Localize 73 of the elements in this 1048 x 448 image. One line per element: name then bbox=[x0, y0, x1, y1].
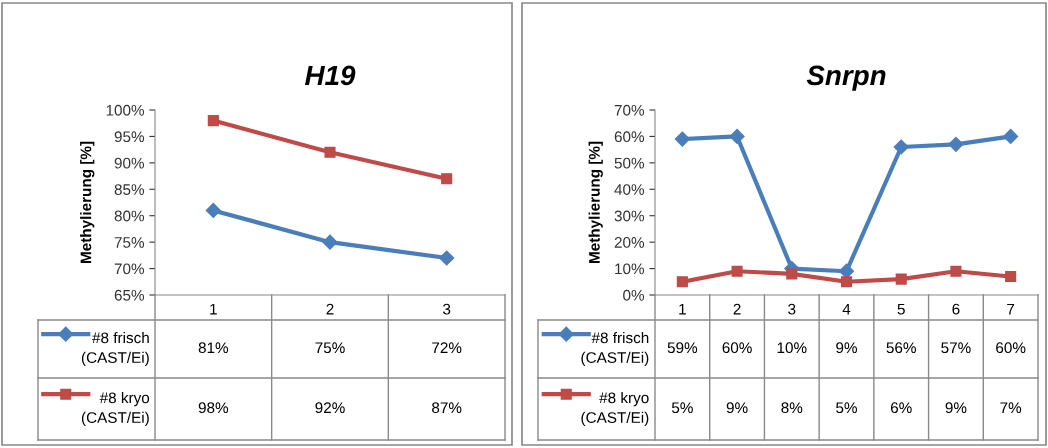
point bbox=[950, 265, 962, 277]
y-axis-title: Methylierung [%] bbox=[80, 141, 95, 264]
y-tick-label: 70% bbox=[114, 263, 145, 275]
point bbox=[948, 136, 964, 152]
x-tick-label: 1 bbox=[679, 303, 686, 315]
x-tick-label: 4 bbox=[842, 303, 851, 315]
legend-label: #8 frisch (CAST/Ei) bbox=[81, 331, 149, 366]
data-label: 8% bbox=[781, 402, 803, 414]
x-tick-label: 2 bbox=[733, 303, 741, 315]
legend-label: #8 frisch (CAST/Ei) bbox=[581, 331, 649, 366]
x-tick-label: 3 bbox=[443, 303, 451, 315]
data-label: 59% bbox=[667, 342, 698, 354]
chart-title: Snrpn bbox=[806, 65, 886, 91]
y-tick-label: 100% bbox=[106, 104, 145, 116]
y-tick-label: 50% bbox=[614, 157, 645, 169]
point bbox=[674, 131, 690, 147]
point bbox=[731, 265, 743, 277]
data-label: 9% bbox=[945, 402, 967, 414]
y-tick-label: 90% bbox=[114, 157, 145, 169]
data-label: 98% bbox=[198, 402, 229, 414]
point bbox=[1003, 128, 1019, 144]
point bbox=[324, 146, 336, 158]
y-tick-label: 10% bbox=[615, 263, 645, 275]
y-tick-label: 85% bbox=[114, 184, 145, 195]
data-label: 60% bbox=[996, 342, 1026, 354]
data-label: 10% bbox=[777, 342, 807, 354]
point bbox=[786, 268, 798, 280]
data-label: 81% bbox=[198, 342, 229, 354]
point bbox=[441, 173, 453, 185]
y-tick-label: 80% bbox=[114, 210, 145, 222]
y-axis-title: Methylierung [%] bbox=[588, 141, 603, 264]
point bbox=[322, 234, 338, 250]
point bbox=[205, 202, 221, 218]
data-label: 7% bbox=[1000, 402, 1022, 414]
point bbox=[439, 250, 455, 266]
y-tick-label: 75% bbox=[114, 237, 145, 248]
y-tick-label: 0% bbox=[623, 289, 645, 301]
legend-label: #8 kryo (CAST/Ei) bbox=[581, 391, 649, 426]
x-tick-label: 5 bbox=[897, 303, 905, 315]
y-tick-label: 70% bbox=[614, 104, 645, 116]
data-label: 9% bbox=[836, 342, 857, 354]
data-label: 75% bbox=[315, 342, 345, 354]
data-label: 9% bbox=[726, 402, 748, 414]
data-label: 87% bbox=[432, 402, 462, 414]
point bbox=[729, 128, 745, 144]
point bbox=[840, 276, 853, 288]
x-tick-label: 6 bbox=[952, 303, 960, 315]
y-tick-label: 65% bbox=[114, 289, 145, 301]
x-tick-label: 2 bbox=[326, 303, 334, 315]
point bbox=[838, 263, 855, 279]
point bbox=[676, 276, 688, 288]
x-tick-label: 3 bbox=[788, 303, 796, 315]
point bbox=[1005, 270, 1017, 283]
x-tick-label: 7 bbox=[1007, 303, 1015, 315]
data-label: 5% bbox=[671, 402, 693, 414]
chart-title: H19 bbox=[305, 65, 356, 86]
data-label: 57% bbox=[941, 342, 971, 354]
point bbox=[893, 139, 909, 155]
data-label: 92% bbox=[315, 402, 345, 414]
y-tick-label: 20% bbox=[614, 237, 645, 248]
legend-label: #8 kryo (CAST/Ei) bbox=[81, 391, 150, 426]
y-tick-label: 60% bbox=[614, 131, 645, 143]
y-tick-label: 30% bbox=[614, 210, 645, 222]
data-label: 72% bbox=[432, 342, 462, 354]
data-label: 60% bbox=[722, 342, 752, 354]
y-tick-label: 95% bbox=[114, 131, 145, 143]
y-tick-label: 40% bbox=[614, 184, 645, 195]
x-tick-label: 1 bbox=[210, 303, 217, 315]
point bbox=[895, 273, 907, 285]
data-label: 56% bbox=[886, 342, 916, 354]
data-label: 5% bbox=[836, 402, 857, 414]
point bbox=[207, 115, 219, 127]
data-label: 6% bbox=[890, 402, 912, 414]
